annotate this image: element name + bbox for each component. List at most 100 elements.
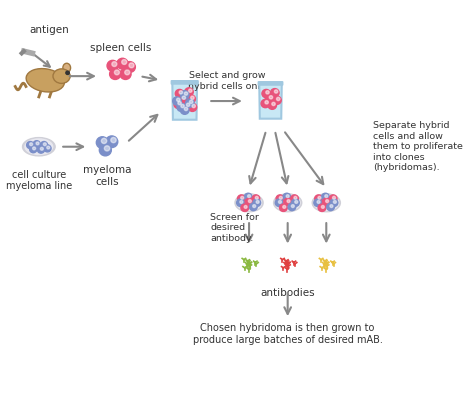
Circle shape xyxy=(27,142,34,148)
Ellipse shape xyxy=(23,138,55,156)
Circle shape xyxy=(109,69,121,79)
Text: antigen: antigen xyxy=(30,25,69,35)
Circle shape xyxy=(96,137,109,148)
Circle shape xyxy=(190,100,193,104)
Circle shape xyxy=(268,101,276,110)
Circle shape xyxy=(262,89,271,98)
Circle shape xyxy=(256,201,259,204)
Circle shape xyxy=(330,199,338,206)
Circle shape xyxy=(184,92,188,95)
Circle shape xyxy=(173,97,181,105)
Circle shape xyxy=(240,201,243,204)
Circle shape xyxy=(37,146,45,153)
Circle shape xyxy=(244,206,247,209)
Circle shape xyxy=(181,106,189,115)
Circle shape xyxy=(252,195,260,202)
Circle shape xyxy=(261,99,270,108)
Circle shape xyxy=(318,196,321,199)
Circle shape xyxy=(129,63,134,68)
Circle shape xyxy=(33,141,40,148)
Circle shape xyxy=(269,96,273,99)
Circle shape xyxy=(120,69,131,79)
Circle shape xyxy=(191,96,194,99)
Circle shape xyxy=(40,142,47,148)
Circle shape xyxy=(181,104,184,108)
Circle shape xyxy=(278,201,282,204)
Circle shape xyxy=(107,60,118,71)
Circle shape xyxy=(241,196,244,199)
Circle shape xyxy=(332,196,336,199)
FancyBboxPatch shape xyxy=(258,82,283,85)
Circle shape xyxy=(177,103,185,112)
Ellipse shape xyxy=(53,69,70,84)
Circle shape xyxy=(117,58,128,69)
Text: Select and grow
hybrid cells only.: Select and grow hybrid cells only. xyxy=(188,71,267,91)
Circle shape xyxy=(174,100,182,109)
Circle shape xyxy=(124,61,136,72)
Circle shape xyxy=(292,199,299,206)
Circle shape xyxy=(188,103,197,112)
Circle shape xyxy=(266,91,269,94)
Circle shape xyxy=(43,143,46,146)
Circle shape xyxy=(181,91,189,99)
Ellipse shape xyxy=(235,194,263,212)
Circle shape xyxy=(187,95,195,103)
Circle shape xyxy=(283,206,286,209)
Circle shape xyxy=(185,99,194,107)
Circle shape xyxy=(249,203,257,211)
Ellipse shape xyxy=(25,139,53,155)
Circle shape xyxy=(247,195,251,198)
Circle shape xyxy=(178,95,187,103)
Circle shape xyxy=(276,97,280,101)
Circle shape xyxy=(111,138,116,143)
Circle shape xyxy=(326,200,328,203)
Circle shape xyxy=(272,102,275,106)
Circle shape xyxy=(184,107,188,111)
Circle shape xyxy=(271,89,279,97)
Circle shape xyxy=(125,70,130,75)
Circle shape xyxy=(330,205,333,208)
Circle shape xyxy=(29,146,37,153)
Circle shape xyxy=(179,91,182,94)
Circle shape xyxy=(294,196,297,199)
Circle shape xyxy=(327,203,335,211)
Circle shape xyxy=(318,204,326,212)
Circle shape xyxy=(273,96,281,104)
Ellipse shape xyxy=(274,194,301,212)
Circle shape xyxy=(100,144,111,156)
Circle shape xyxy=(104,146,110,151)
Ellipse shape xyxy=(26,69,64,92)
Circle shape xyxy=(288,203,296,211)
Circle shape xyxy=(189,89,192,92)
Circle shape xyxy=(114,70,119,75)
Circle shape xyxy=(244,193,252,201)
Circle shape xyxy=(283,193,291,201)
Circle shape xyxy=(287,200,290,203)
Circle shape xyxy=(275,199,283,206)
Circle shape xyxy=(29,143,33,146)
Text: spleen cells: spleen cells xyxy=(90,43,151,53)
Circle shape xyxy=(253,199,261,206)
Circle shape xyxy=(322,198,330,206)
Circle shape xyxy=(295,201,298,204)
Circle shape xyxy=(122,60,127,64)
Circle shape xyxy=(314,199,321,206)
Text: antibodies: antibodies xyxy=(260,288,315,298)
Text: Separate hybrid
cells and allow
them to proliferate
into clones
(hybridomas).: Separate hybrid cells and allow them to … xyxy=(374,121,464,172)
Circle shape xyxy=(279,196,283,199)
Ellipse shape xyxy=(237,195,262,211)
Circle shape xyxy=(237,195,245,202)
Ellipse shape xyxy=(312,194,340,212)
Circle shape xyxy=(265,94,274,103)
Circle shape xyxy=(265,101,268,104)
Circle shape xyxy=(321,193,329,201)
Circle shape xyxy=(182,102,191,110)
Circle shape xyxy=(329,195,337,202)
Circle shape xyxy=(253,205,255,208)
Circle shape xyxy=(47,146,50,149)
Text: Chosen hybridoma is then grown to
produce large batches of desired mAB.: Chosen hybridoma is then grown to produc… xyxy=(193,323,383,345)
Circle shape xyxy=(66,71,69,74)
Circle shape xyxy=(276,195,284,202)
Circle shape xyxy=(101,138,107,143)
Circle shape xyxy=(178,102,181,105)
